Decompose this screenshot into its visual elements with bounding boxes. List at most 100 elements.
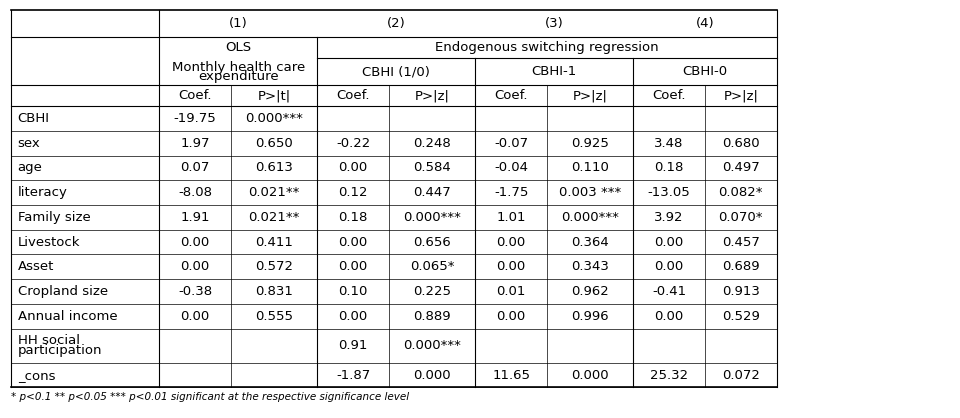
Text: 0.529: 0.529	[722, 310, 759, 323]
Text: 0.18: 0.18	[339, 211, 368, 224]
Text: 0.650: 0.650	[255, 137, 293, 150]
Text: 0.00: 0.00	[496, 310, 526, 323]
Text: 0.411: 0.411	[255, 236, 293, 249]
Text: 0.248: 0.248	[413, 137, 451, 150]
Text: Coef.: Coef.	[336, 89, 370, 102]
Text: -0.22: -0.22	[336, 137, 371, 150]
Text: 0.000***: 0.000***	[403, 211, 461, 224]
Text: 0.457: 0.457	[722, 236, 759, 249]
Text: 0.925: 0.925	[571, 137, 609, 150]
Text: Coef.: Coef.	[494, 89, 528, 102]
Text: 0.00: 0.00	[339, 260, 368, 273]
Text: 11.65: 11.65	[492, 369, 530, 382]
Text: 0.00: 0.00	[655, 260, 684, 273]
Text: expenditure: expenditure	[198, 70, 278, 83]
Text: sex: sex	[17, 137, 40, 150]
Text: 0.913: 0.913	[722, 285, 759, 298]
Text: 0.680: 0.680	[722, 137, 759, 150]
Text: P>|z|: P>|z|	[415, 89, 449, 102]
Text: 0.996: 0.996	[571, 310, 609, 323]
Text: 0.12: 0.12	[339, 186, 368, 199]
Text: 0.021**: 0.021**	[249, 211, 300, 224]
Text: 0.364: 0.364	[571, 236, 609, 249]
Text: 0.000***: 0.000***	[403, 339, 461, 352]
Text: -0.41: -0.41	[652, 285, 686, 298]
Text: -19.75: -19.75	[174, 112, 217, 125]
Text: P>|z|: P>|z|	[573, 89, 608, 102]
Text: -1.87: -1.87	[336, 369, 371, 382]
Text: CBHI-1: CBHI-1	[532, 65, 577, 78]
Text: literacy: literacy	[17, 186, 67, 199]
Text: Asset: Asset	[17, 260, 54, 273]
Text: -13.05: -13.05	[648, 186, 690, 199]
Text: (3): (3)	[545, 17, 564, 30]
Text: Family size: Family size	[17, 211, 90, 224]
Text: 0.003 ***: 0.003 ***	[559, 186, 621, 199]
Text: Coef.: Coef.	[179, 89, 212, 102]
Text: -0.04: -0.04	[494, 161, 528, 174]
Text: 0.000***: 0.000***	[562, 211, 619, 224]
Text: 3.92: 3.92	[655, 211, 684, 224]
Text: age: age	[17, 161, 42, 174]
Text: Coef.: Coef.	[652, 89, 685, 102]
Text: 0.10: 0.10	[339, 285, 368, 298]
Text: (2): (2)	[387, 17, 406, 30]
Text: Livestock: Livestock	[17, 236, 81, 249]
Text: 3.48: 3.48	[655, 137, 684, 150]
Text: CBHI (1/0): CBHI (1/0)	[362, 65, 430, 78]
Text: CBHI: CBHI	[17, 112, 50, 125]
Text: Monthly health care: Monthly health care	[172, 61, 305, 74]
Text: 0.072: 0.072	[722, 369, 759, 382]
Text: 0.00: 0.00	[339, 236, 368, 249]
Text: _cons: _cons	[17, 369, 55, 382]
Text: 1.97: 1.97	[180, 137, 210, 150]
Text: 0.689: 0.689	[722, 260, 759, 273]
Text: 0.01: 0.01	[496, 285, 526, 298]
Text: 0.070*: 0.070*	[719, 211, 763, 224]
Text: -0.07: -0.07	[494, 137, 528, 150]
Text: 0.00: 0.00	[496, 236, 526, 249]
Text: 0.065*: 0.065*	[410, 260, 454, 273]
Text: 0.343: 0.343	[571, 260, 609, 273]
Text: (4): (4)	[696, 17, 714, 30]
Text: (1): (1)	[228, 17, 248, 30]
Text: 0.00: 0.00	[180, 310, 210, 323]
Text: 0.584: 0.584	[413, 161, 451, 174]
Text: 0.00: 0.00	[655, 236, 684, 249]
Text: 0.000: 0.000	[414, 369, 451, 382]
Text: 0.225: 0.225	[413, 285, 451, 298]
Text: 0.07: 0.07	[180, 161, 210, 174]
Text: 0.497: 0.497	[722, 161, 759, 174]
Text: 25.32: 25.32	[650, 369, 688, 382]
Text: * p<0.1 ** p<0.05 *** p<0.01 significant at the respective significance level: * p<0.1 ** p<0.05 *** p<0.01 significant…	[11, 392, 409, 402]
Text: 0.00: 0.00	[339, 161, 368, 174]
Text: 0.447: 0.447	[413, 186, 451, 199]
Text: 1.91: 1.91	[180, 211, 210, 224]
Text: HH social: HH social	[17, 334, 80, 347]
Text: 0.00: 0.00	[655, 310, 684, 323]
Text: P>|t|: P>|t|	[257, 89, 291, 102]
Text: 1.01: 1.01	[496, 211, 526, 224]
Text: 0.00: 0.00	[496, 260, 526, 273]
Text: 0.656: 0.656	[413, 236, 451, 249]
Text: participation: participation	[17, 344, 102, 357]
Text: P>|z|: P>|z|	[724, 89, 758, 102]
Text: OLS: OLS	[226, 41, 252, 54]
Text: Endogenous switching regression: Endogenous switching regression	[435, 41, 659, 54]
Text: 0.110: 0.110	[571, 161, 609, 174]
Text: -8.08: -8.08	[179, 186, 212, 199]
Text: 0.00: 0.00	[180, 260, 210, 273]
Text: 0.00: 0.00	[339, 310, 368, 323]
Text: 0.021**: 0.021**	[249, 186, 300, 199]
Text: 0.18: 0.18	[655, 161, 684, 174]
Text: 0.00: 0.00	[180, 236, 210, 249]
Text: 0.555: 0.555	[255, 310, 293, 323]
Text: 0.962: 0.962	[571, 285, 609, 298]
Text: 0.082*: 0.082*	[719, 186, 763, 199]
Text: 0.000: 0.000	[571, 369, 609, 382]
Text: Annual income: Annual income	[17, 310, 117, 323]
Text: 0.572: 0.572	[255, 260, 293, 273]
Text: 0.831: 0.831	[255, 285, 293, 298]
Text: 0.91: 0.91	[339, 339, 368, 352]
Text: 0.889: 0.889	[414, 310, 451, 323]
